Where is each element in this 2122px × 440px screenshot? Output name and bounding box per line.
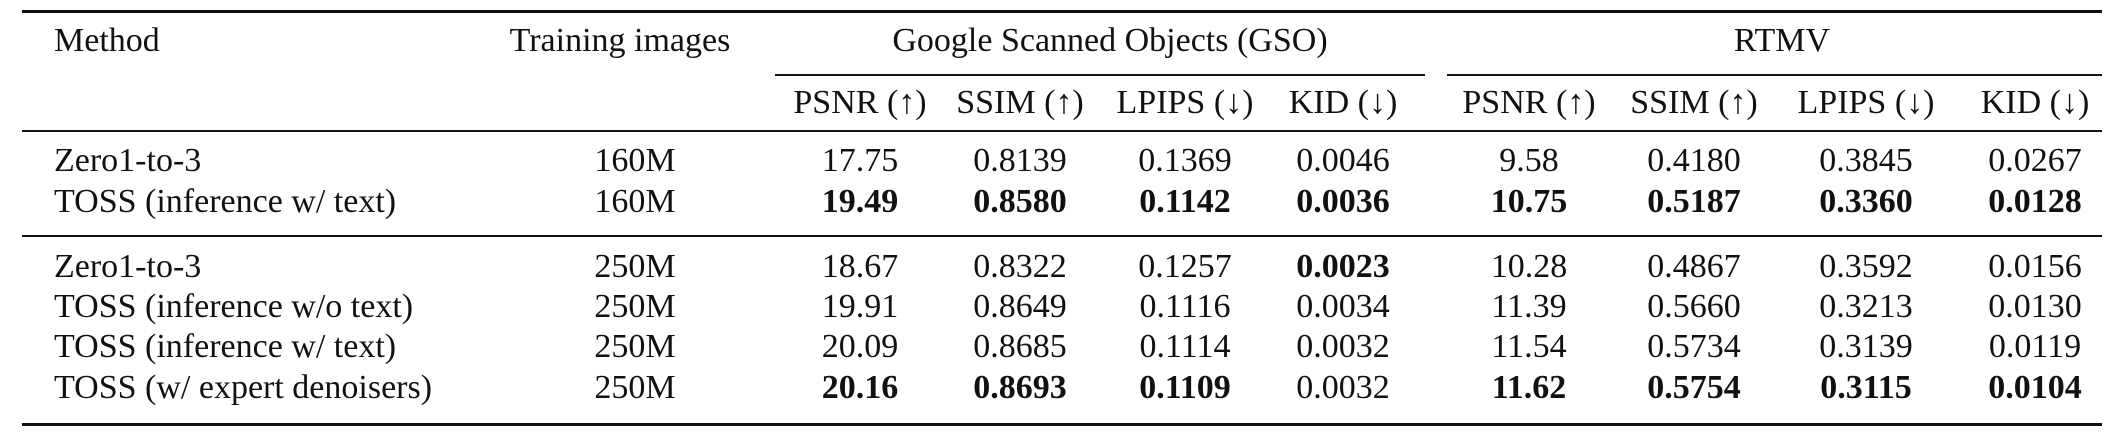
bottom-rule: [22, 423, 2102, 426]
row-4-training-images: 250M: [594, 328, 676, 365]
row-0-training-images: 160M: [594, 142, 676, 179]
row-0-value-7: 0.0267: [1988, 142, 2082, 179]
header-rule: [22, 130, 2102, 132]
row-1-value-4: 10.75: [1490, 183, 1568, 220]
rtmv-cmidrule: [1447, 74, 2102, 76]
row-0-value-4: 9.58: [1499, 142, 1559, 179]
row-0-method: Zero1-to-3: [54, 142, 202, 179]
row-5-value-1: 0.8693: [973, 369, 1067, 406]
row-2-value-3: 0.0023: [1296, 248, 1390, 285]
row-3-training-images: 250M: [594, 288, 676, 325]
row-4-value-4: 11.54: [1491, 328, 1567, 365]
row-1-value-2: 0.1142: [1139, 183, 1231, 220]
metric-header-4: PSNR (↑): [1462, 84, 1596, 121]
metric-header-6: LPIPS (↓): [1797, 84, 1935, 121]
row-3-value-0: 19.91: [821, 288, 899, 325]
row-5-training-images: 250M: [594, 369, 676, 406]
row-4-value-7: 0.0119: [1988, 328, 2082, 365]
row-3-value-2: 0.1116: [1139, 288, 1231, 325]
row-2-value-0: 18.67: [821, 248, 899, 285]
row-3-value-7: 0.0130: [1988, 288, 2082, 325]
row-3-method: TOSS (inference w/o text): [54, 288, 414, 325]
header-group-rtmv: RTMV: [1733, 22, 1831, 59]
row-3-value-5: 0.5660: [1647, 288, 1741, 325]
top-rule: [22, 10, 2102, 13]
gso-cmidrule: [775, 74, 1425, 76]
metric-header-5: SSIM (↑): [1630, 84, 1758, 121]
row-1-training-images: 160M: [594, 183, 676, 220]
group-separator-rule: [22, 235, 2102, 237]
header-method: Method: [54, 22, 160, 59]
row-2-value-2: 0.1257: [1138, 248, 1232, 285]
row-1-value-0: 19.49: [821, 183, 899, 220]
metric-header-1: SSIM (↑): [956, 84, 1084, 121]
row-4-value-2: 0.1114: [1139, 328, 1231, 365]
row-5-value-4: 11.62: [1491, 369, 1567, 406]
row-3-value-6: 0.3213: [1819, 288, 1913, 325]
row-5-value-0: 20.16: [821, 369, 899, 406]
row-5-value-5: 0.5754: [1647, 369, 1741, 406]
row-2-method: Zero1-to-3: [54, 248, 202, 285]
row-3-value-3: 0.0034: [1296, 288, 1390, 325]
row-2-value-5: 0.4867: [1647, 248, 1741, 285]
row-1-value-5: 0.5187: [1647, 183, 1741, 220]
row-0-value-6: 0.3845: [1819, 142, 1913, 179]
row-2-training-images: 250M: [594, 248, 676, 285]
row-4-value-6: 0.3139: [1819, 328, 1913, 365]
row-4-value-5: 0.5734: [1647, 328, 1741, 365]
row-5-value-7: 0.0104: [1988, 369, 2082, 406]
row-2-value-4: 10.28: [1490, 248, 1568, 285]
row-1-value-1: 0.8580: [973, 183, 1067, 220]
row-0-value-3: 0.0046: [1296, 142, 1390, 179]
row-4-method: TOSS (inference w/ text): [54, 328, 397, 365]
row-0-value-2: 0.1369: [1138, 142, 1232, 179]
row-1-value-3: 0.0036: [1296, 183, 1390, 220]
row-2-value-7: 0.0156: [1988, 248, 2082, 285]
row-5-method: TOSS (w/ expert denoisers): [54, 369, 433, 406]
row-2-value-6: 0.3592: [1819, 248, 1913, 285]
row-0-value-5: 0.4180: [1647, 142, 1741, 179]
row-3-value-1: 0.8649: [973, 288, 1067, 325]
metric-header-7: KID (↓): [1980, 84, 2090, 121]
row-5-value-2: 0.1109: [1139, 369, 1231, 406]
row-2-value-1: 0.8322: [973, 248, 1067, 285]
row-4-value-3: 0.0032: [1296, 328, 1390, 365]
row-4-value-1: 0.8685: [973, 328, 1067, 365]
row-1-value-6: 0.3360: [1819, 183, 1913, 220]
metric-header-3: KID (↓): [1288, 84, 1398, 121]
row-5-value-3: 0.0032: [1296, 369, 1390, 406]
row-5-value-6: 0.3115: [1820, 369, 1912, 406]
row-0-value-0: 17.75: [821, 142, 899, 179]
metric-header-0: PSNR (↑): [793, 84, 927, 121]
header-training-images: Training images: [509, 22, 731, 59]
header-group-gso: Google Scanned Objects (GSO): [892, 22, 1328, 59]
row-4-value-0: 20.09: [821, 328, 899, 365]
row-0-value-1: 0.8139: [973, 142, 1067, 179]
row-1-method: TOSS (inference w/ text): [54, 183, 397, 220]
row-3-value-4: 11.39: [1491, 288, 1567, 325]
metric-header-2: LPIPS (↓): [1116, 84, 1254, 121]
row-1-value-7: 0.0128: [1988, 183, 2082, 220]
